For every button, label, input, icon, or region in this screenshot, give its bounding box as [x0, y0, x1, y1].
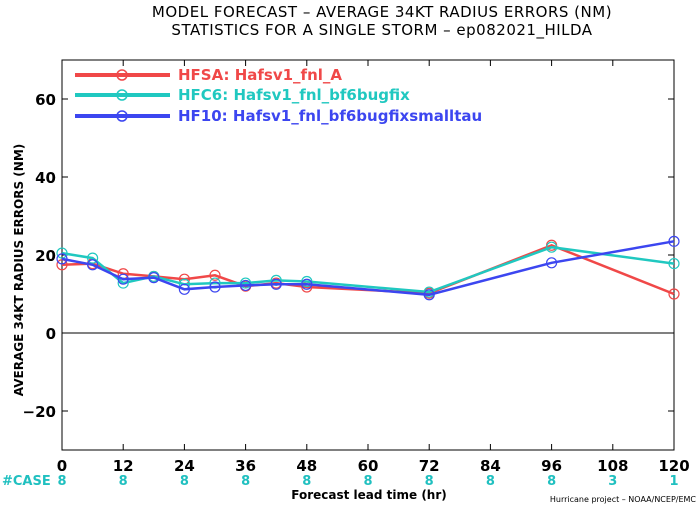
data-point	[423, 289, 435, 301]
data-point	[56, 247, 68, 259]
data-point	[301, 278, 313, 290]
x-axis: 0 12 24 36 48 60 72 84 96 108 120	[57, 60, 690, 475]
x-tick-label: 60	[358, 457, 379, 475]
y-tick-label: 20	[35, 247, 56, 265]
x-tick-label: 36	[235, 457, 256, 475]
data-point	[545, 257, 558, 269]
series-line	[61, 240, 675, 297]
case-count: 8	[119, 474, 128, 489]
data-point	[668, 257, 680, 270]
data-point	[209, 281, 221, 293]
data-point	[423, 286, 435, 298]
data-point	[86, 259, 99, 271]
data-point	[86, 252, 99, 264]
data-point	[668, 288, 680, 300]
credit-text: Hurricane project – NOAA/NCEP/EMC	[550, 495, 697, 504]
legend-entry-hfsa: HFSA: Hafsv1_fnl_A	[75, 66, 342, 84]
y-tick-label: 60	[35, 91, 56, 109]
data-point	[148, 272, 160, 284]
data-point	[240, 279, 252, 292]
data-point	[545, 241, 558, 253]
x-tick-label: 24	[174, 457, 195, 475]
x-tick-label: 120	[658, 457, 689, 475]
legend-marker-hfsa	[116, 69, 128, 81]
x-tick-label: 84	[480, 457, 501, 475]
x-tick-label: 48	[296, 457, 317, 475]
legend-entry-hfc6: HFC6: Hafsv1_fnl_bf6bugfix	[75, 86, 410, 104]
case-count: 8	[486, 474, 495, 489]
case-count: 8	[425, 474, 434, 489]
x-tick-label: 72	[419, 457, 440, 475]
x-tick-label: 0	[57, 457, 67, 475]
data-point	[56, 253, 68, 265]
series-layer	[56, 235, 680, 301]
legend: HFSA: Hafsv1_fnl_A HFC6: Hafsv1_fnl_bf6b…	[75, 66, 482, 125]
legend-entry-hf10: HF10: Hafsv1_fnl_bf6bugfixsmalltau	[75, 107, 482, 125]
legend-label-hfsa: HFSA: Hafsv1_fnl_A	[178, 66, 342, 84]
case-count: 8	[363, 474, 372, 489]
series-2	[56, 235, 680, 301]
x-tick-label: 12	[113, 457, 134, 475]
case-count: 8	[302, 474, 311, 489]
y-axis-label: AVERAGE 34KT RADIUS ERRORS (NM)	[12, 144, 26, 396]
chart-title: MODEL FORECAST – AVERAGE 34KT RADIUS ERR…	[152, 3, 612, 21]
y-axis: −20 0 20 40 60	[23, 91, 674, 421]
y-tick-label: 0	[46, 325, 56, 343]
case-count: 8	[57, 474, 66, 489]
legend-label-hfc6: HFC6: Hafsv1_fnl_bf6bugfix	[178, 86, 410, 104]
data-point	[178, 283, 190, 295]
case-count: 8	[547, 474, 556, 489]
data-point	[270, 278, 282, 290]
case-counts: 8 8 8 8 8 8 8 8 8 3 1	[57, 474, 678, 489]
data-point	[117, 273, 129, 285]
case-count: 3	[608, 474, 617, 489]
y-tick-label: −20	[23, 403, 56, 421]
legend-marker-hf10	[116, 110, 128, 122]
legend-label-hf10: HF10: Hafsv1_fnl_bf6bugfixsmalltau	[178, 107, 482, 125]
case-count: 8	[241, 474, 250, 489]
chart-subtitle: STATISTICS FOR A SINGLE STORM – ep082021…	[171, 21, 592, 40]
x-axis-label: Forecast lead time (hr)	[291, 488, 447, 502]
case-count: 8	[180, 474, 189, 489]
data-point	[209, 269, 221, 281]
data-point	[301, 275, 313, 288]
legend-marker-hfc6	[116, 89, 128, 101]
series-line	[61, 245, 675, 294]
x-tick-label: 96	[541, 457, 562, 475]
case-count: 1	[669, 474, 678, 489]
x-tick-label: 108	[597, 457, 628, 475]
case-label: #CASE	[2, 474, 51, 489]
data-point	[668, 235, 680, 247]
y-tick-label: 40	[35, 169, 56, 187]
